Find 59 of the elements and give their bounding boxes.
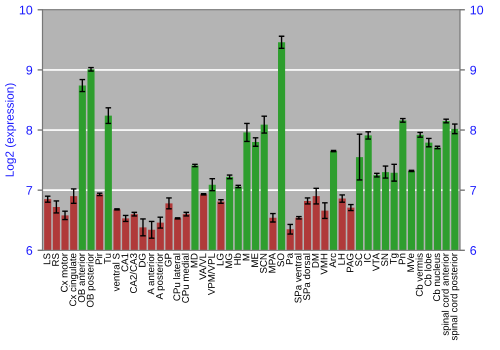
x-tick-label: OB posterior (86, 253, 96, 308)
y2-tick-label: 6 (470, 246, 476, 255)
x-tick-label: VMH (320, 254, 328, 275)
y-tick-label: 9 (26, 66, 32, 75)
x-tick-label: LS (43, 253, 50, 264)
x-tick-label: CPu lateral (173, 254, 180, 301)
y-tick-label: 7 (26, 186, 32, 195)
x-tick-label: Pir (95, 253, 102, 264)
x-tick-label: ME (251, 253, 258, 267)
x-tick-label: spinal cord anterior (442, 253, 451, 336)
x-tick-label: M (242, 254, 250, 260)
x-tick-label: OB anterior (78, 253, 85, 302)
x-tick-label: SO (277, 253, 284, 267)
x-tick-label: LH (338, 254, 345, 265)
x-tick-label: Arc (329, 253, 336, 268)
x-tick-label: LG (216, 254, 224, 266)
x-tick-label: CA2/CA3 (130, 253, 137, 294)
x-tick-label: Cb vermis (416, 253, 423, 296)
y2-tick-label: 8 (470, 126, 476, 135)
x-tick-label: Pa (286, 253, 293, 264)
x-tick-label: VTA (372, 253, 380, 272)
x-tick-label: VA/VL (199, 253, 206, 280)
x-tick-label: Pn (398, 254, 406, 264)
x-tick-label: VPM/VPL (208, 253, 215, 296)
x-tick-label: GP (164, 254, 172, 267)
x-tick-label: RS (52, 253, 59, 266)
y2-tick-label: 7 (470, 186, 476, 195)
x-tick-label: Cb nucleus (432, 253, 440, 302)
x-tick-label: SPa ventral (294, 254, 302, 303)
x-tick-label: Cx cingulate (69, 253, 78, 306)
x-tick-label: CA1 (121, 254, 128, 272)
y-tick-label: 10 (20, 6, 32, 14)
x-tick-label: PAG (346, 254, 354, 272)
x-tick-label: A posterior (156, 253, 165, 300)
y-tick-label: 8 (26, 126, 32, 135)
x-tick-label: CPu medial (182, 254, 189, 303)
x-tick-label: A anterior (147, 253, 154, 295)
x-tick-label: ventral S (112, 253, 120, 292)
x-tick-label: spinal cord posterior (450, 253, 460, 340)
y-axis-title: Log2 (expression) (5, 84, 16, 176)
x-tick-label: MPA (268, 253, 276, 273)
x-tick-label: Tu (104, 254, 111, 264)
y2-tick-label: 10 (470, 6, 484, 14)
x-tick-label: IC (364, 253, 371, 262)
x-tick-label: MVe (407, 253, 414, 272)
x-tick-label: MD (190, 253, 198, 268)
x-tick-label: MG (225, 254, 232, 268)
x-tick-label: Cx motor (60, 253, 68, 292)
y2-tick-label: 9 (470, 66, 476, 75)
x-tick-label: Hb (234, 253, 241, 265)
x-tick-label: SCN (260, 254, 267, 274)
x-tick-label: Tg (390, 254, 399, 264)
x-tick-label: DG (138, 254, 146, 267)
x-tick-label: SC (355, 253, 362, 266)
x-tick-label: Cb lobe (424, 253, 432, 286)
y-tick-label: 6 (26, 246, 32, 255)
x-tick-label: SPa dorsal (303, 254, 310, 300)
x-tick-label: DM (312, 254, 319, 268)
x-tick-label: SN (381, 254, 388, 266)
